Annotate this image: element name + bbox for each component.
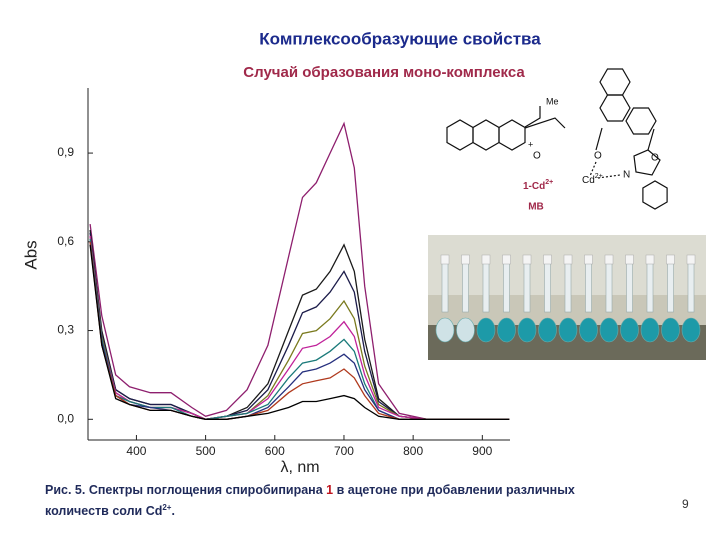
- complex-label: 1-Cd2+: [523, 179, 553, 192]
- y-tick-label: 0,3: [57, 323, 74, 337]
- atom-label: N: [623, 170, 630, 181]
- spectrum-line: [89, 244, 510, 420]
- flask-neck: [544, 261, 551, 313]
- flask-stopper: [461, 254, 470, 265]
- ring: [599, 94, 631, 122]
- complex-solvent: MB: [528, 202, 544, 213]
- caption-text: в ацетоне при добавлении различных колич…: [45, 483, 575, 519]
- atom-label: Me: [546, 96, 559, 106]
- flask-neck: [462, 261, 469, 313]
- ring: [498, 119, 526, 151]
- flask-body: [579, 317, 598, 343]
- flask-body: [538, 317, 557, 343]
- atom-label: Cd2+: [582, 173, 603, 186]
- flask-body: [456, 317, 475, 343]
- flask-body: [497, 317, 516, 343]
- atom-label: O: [533, 151, 541, 162]
- bond: [524, 117, 566, 129]
- atom-label: Cd: [582, 175, 595, 186]
- bond: [589, 161, 597, 177]
- y-tick-label: 0,0: [57, 411, 74, 425]
- caption-text: .: [171, 504, 175, 519]
- ring: [599, 68, 631, 96]
- complex-charge: 2+: [545, 179, 553, 186]
- figure-caption: Рис. 5. Спектры поглощения спиробипирана…: [45, 481, 585, 520]
- flask-body: [599, 317, 619, 343]
- flask-stopper: [522, 254, 532, 265]
- y-tick-label: 0,9: [57, 145, 74, 159]
- molecule-drawing: [446, 68, 668, 210]
- x-axis-label: λ, nm: [280, 459, 319, 476]
- page-number: 9: [682, 497, 689, 511]
- flask-body: [476, 317, 496, 343]
- atom-label: O: [594, 151, 602, 162]
- complex-name: 1-Cd: [523, 181, 545, 192]
- flask-body: [558, 317, 578, 343]
- flask-neck: [482, 261, 490, 313]
- bond: [595, 127, 603, 151]
- atom-label: O: [651, 153, 659, 164]
- flask-body: [620, 317, 639, 343]
- bond: [524, 106, 541, 128]
- flask-neck: [441, 261, 449, 313]
- x-tick-label: 700: [334, 444, 354, 458]
- flask-neck: [503, 261, 510, 313]
- slide-title: Комплексообразующие свойства: [259, 29, 541, 48]
- flask-stopper: [502, 254, 511, 265]
- ring: [625, 107, 657, 135]
- flask-body: [681, 317, 701, 343]
- x-tick-label: 800: [403, 444, 423, 458]
- flask-stopper: [645, 254, 655, 265]
- flask-neck: [585, 261, 592, 313]
- flask-stopper: [604, 254, 614, 265]
- flask-neck: [605, 261, 613, 313]
- flask-stopper: [481, 254, 491, 265]
- flask-stopper: [625, 254, 634, 265]
- ring: [446, 119, 474, 151]
- ring: [472, 119, 500, 151]
- flask-neck: [687, 261, 695, 313]
- flask-neck: [523, 261, 531, 313]
- y-axis-label: Abs: [21, 240, 40, 269]
- x-tick-label: 900: [472, 444, 492, 458]
- x-tick-label: 400: [126, 444, 146, 458]
- atom-label: +: [528, 139, 533, 149]
- flask-stopper: [543, 254, 552, 265]
- x-tick-label: 600: [265, 444, 285, 458]
- flask-body: [640, 317, 660, 343]
- bond: [647, 128, 655, 151]
- flask-stopper: [440, 254, 450, 265]
- caption-compound: 1: [326, 483, 334, 497]
- ring: [633, 149, 661, 176]
- flask-body: [517, 317, 537, 343]
- caption-text: Рис. 5. Спектры поглощения спиробипирана: [45, 483, 327, 497]
- flask-stopper: [666, 254, 675, 265]
- flasks: [435, 254, 701, 343]
- ring: [642, 180, 668, 210]
- flask-stopper: [584, 254, 593, 265]
- atom-charge: 2+: [595, 173, 603, 180]
- flask-body: [435, 317, 455, 343]
- spectrum-line: [89, 121, 510, 420]
- caption-sup: 2+: [162, 503, 172, 512]
- flask-neck: [626, 261, 633, 313]
- flask-stopper: [563, 254, 573, 265]
- flask-neck: [667, 261, 674, 313]
- flask-neck: [564, 261, 572, 313]
- flask-neck: [646, 261, 654, 313]
- flask-body: [661, 317, 680, 343]
- slide-subtitle: Случай образования моно-комплекса: [243, 64, 525, 81]
- y-tick-label: 0,6: [57, 234, 74, 248]
- x-tick-label: 500: [196, 444, 216, 458]
- photo: [428, 235, 706, 360]
- flask-stopper: [686, 254, 696, 265]
